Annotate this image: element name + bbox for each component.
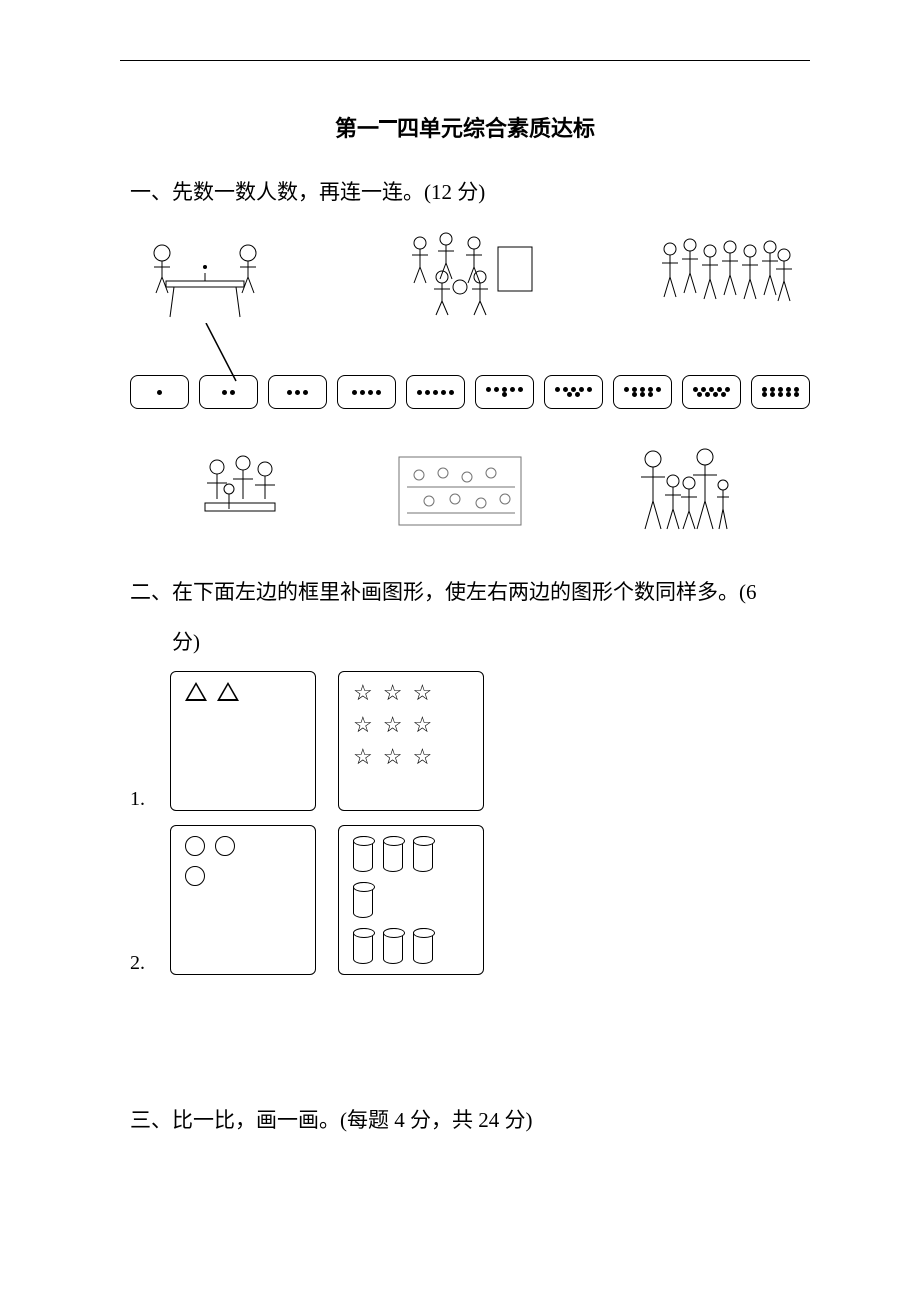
- star-icon: ☆: [412, 746, 432, 768]
- cylinder-icon: [413, 928, 433, 964]
- star-icon: ☆: [383, 746, 403, 768]
- star-icon: ☆: [383, 714, 403, 736]
- scene-football: [390, 223, 540, 321]
- triangle-icon: [217, 682, 239, 701]
- star-icon: ☆: [412, 682, 432, 704]
- star-icon: ☆: [353, 746, 373, 768]
- q2-items: 1. ☆ ☆ ☆ ☆ ☆ ☆ ☆ ☆ ☆ 2.: [130, 671, 800, 975]
- shape-row: [353, 928, 433, 964]
- star-icon: ☆: [412, 714, 432, 736]
- shape-row: [185, 866, 205, 886]
- scene-pingpong: [130, 223, 280, 321]
- q2-pair: 1. ☆ ☆ ☆ ☆ ☆ ☆ ☆ ☆ ☆: [130, 671, 800, 811]
- cylinder-icon: [353, 882, 373, 918]
- q2-heading-line1: 二、在下面左边的框里补画图形，使左右两边的图形个数同样多。(6: [130, 571, 800, 613]
- cylinder-icon: [353, 928, 373, 964]
- q2-item-number: 1.: [130, 788, 152, 811]
- cylinder-icon: [413, 836, 433, 872]
- circle-icon: [215, 836, 235, 856]
- star-icon: ☆: [353, 714, 373, 736]
- scene-crowd: [650, 223, 800, 321]
- shape-row: [185, 682, 239, 701]
- doc-title: 第一四单元综合素质达标: [130, 111, 800, 143]
- cylinder-icon: [383, 836, 403, 872]
- triangle-icon: [185, 682, 207, 701]
- q1-bottom-scenes: [130, 443, 790, 541]
- title-prefix: 第一: [335, 116, 379, 141]
- shape-row: [353, 836, 433, 872]
- q1-heading: 一、先数一数人数，再连一连。(12 分): [130, 171, 800, 213]
- q2-right-box: [338, 825, 484, 975]
- shape-row: ☆ ☆ ☆: [353, 746, 432, 768]
- q3-heading: 三、比一比，画一画。(每题 4 分，共 24 分): [130, 1099, 800, 1141]
- title-suffix: 四单元综合素质达标: [397, 116, 595, 141]
- q2-left-box: [170, 825, 316, 975]
- title-dash: [379, 120, 397, 123]
- q1-top-scenes: [130, 223, 800, 321]
- cylinder-icon: [353, 836, 373, 872]
- shape-row: ☆ ☆ ☆: [353, 682, 432, 704]
- q2-pair: 2.: [130, 825, 800, 975]
- star-icon: ☆: [353, 682, 373, 704]
- star-icon: ☆: [383, 682, 403, 704]
- scene-family-stand: [605, 443, 755, 541]
- q2-left-box: [170, 671, 316, 811]
- header-rule: [120, 60, 810, 61]
- worksheet-page: 第一四单元综合素质达标 一、先数一数人数，再连一连。(12 分): [0, 0, 920, 1189]
- shape-row: [353, 882, 373, 918]
- circle-icon: [185, 836, 205, 856]
- q2-right-box: ☆ ☆ ☆ ☆ ☆ ☆ ☆ ☆ ☆: [338, 671, 484, 811]
- circle-icon: [185, 866, 205, 886]
- cylinder-icon: [383, 928, 403, 964]
- scene-classroom: [385, 443, 535, 541]
- scene-family-sit: [165, 443, 315, 541]
- shape-row: [185, 836, 235, 856]
- shape-row: ☆ ☆ ☆: [353, 714, 432, 736]
- q2-heading-line2: 分): [130, 621, 800, 663]
- q2-item-number: 2.: [130, 952, 152, 975]
- q1-sample-connector: [130, 327, 810, 375]
